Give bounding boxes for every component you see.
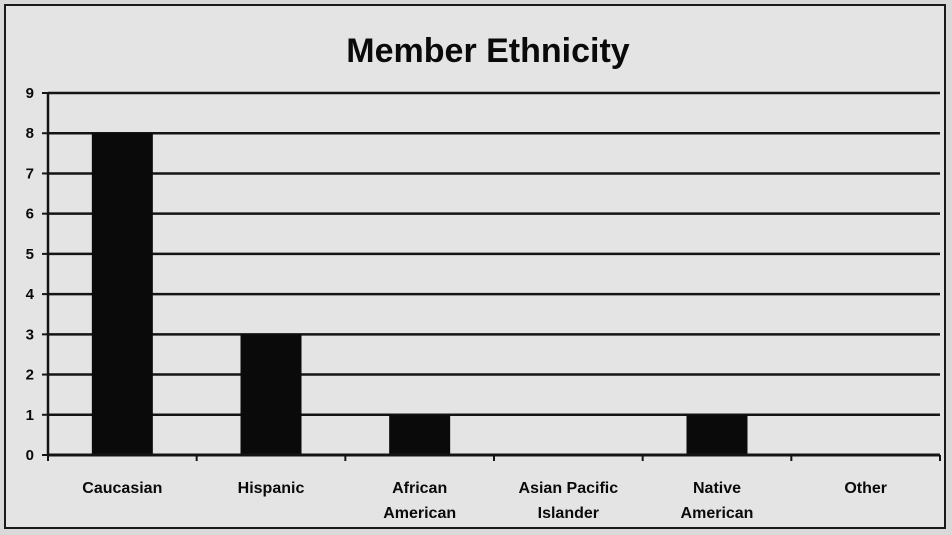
x-tick-label: African American bbox=[383, 480, 456, 522]
y-tick-label: 5 bbox=[26, 246, 34, 263]
chart-title: Member Ethnicity bbox=[346, 32, 629, 70]
y-tick-label: 9 bbox=[26, 85, 34, 102]
chart-frame bbox=[4, 4, 946, 529]
bar bbox=[91, 133, 153, 455]
x-tick-label: Native American bbox=[681, 480, 754, 522]
y-tick-label: 4 bbox=[26, 286, 35, 303]
x-tick-label: Asian Pacific Islander bbox=[519, 480, 619, 522]
bar bbox=[686, 414, 748, 455]
bar bbox=[240, 334, 302, 455]
y-axis-ticks: 0 1 2 3 4 5 6 7 8 9 bbox=[26, 85, 48, 464]
x-tick-label: Hispanic bbox=[238, 480, 305, 497]
x-tick-label: Caucasian bbox=[82, 480, 162, 497]
y-tick-label: 0 bbox=[26, 447, 34, 464]
x-tick-label: Other bbox=[844, 480, 887, 497]
axes bbox=[46, 93, 940, 457]
x-axis-ticks: Caucasian Hispanic African American Asian Pa… bbox=[47, 455, 941, 522]
bars bbox=[91, 133, 748, 455]
y-tick-label: 7 bbox=[26, 165, 34, 182]
bar bbox=[389, 414, 451, 455]
y-tick-label: 1 bbox=[26, 407, 34, 424]
y-tick-label: 8 bbox=[26, 125, 34, 142]
gridlines bbox=[48, 91, 940, 417]
y-tick-label: 2 bbox=[26, 367, 34, 384]
y-tick-label: 3 bbox=[26, 326, 34, 343]
y-tick-label: 6 bbox=[26, 206, 34, 223]
